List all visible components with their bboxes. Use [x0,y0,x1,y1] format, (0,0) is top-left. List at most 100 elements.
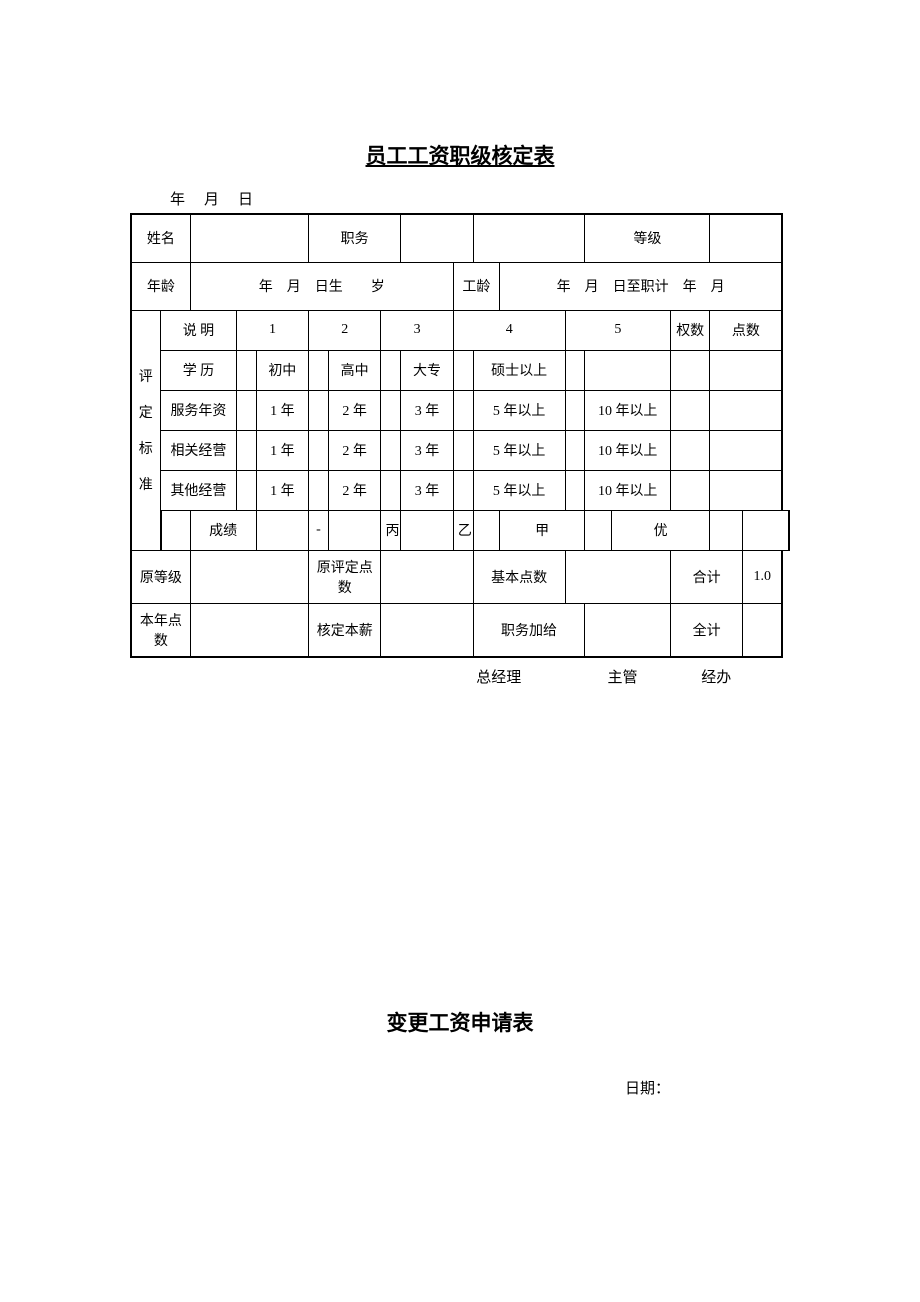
scr-v3: 乙 [453,510,473,550]
rel-v5: 10 年以上 [585,430,671,470]
edu-chk2 [309,350,329,390]
edu-v4: 硕士以上 [473,350,565,390]
oth-v4: 5 年以上 [473,470,565,510]
oth-chk5 [565,470,585,510]
scr-chk2 [328,510,381,550]
label-orig-grade: 原等级 [131,550,190,603]
label-name: 姓名 [131,214,190,262]
oth-v2: 2 年 [328,470,381,510]
label-all-total: 全计 [670,603,742,657]
signature-line: 总经理 主管 经办 [130,666,790,687]
col-2: 2 [309,310,381,350]
srv-weight [670,390,709,430]
field-position [401,214,473,262]
scr-chk4 [473,510,499,550]
oth-chk3 [381,470,401,510]
row-related-label: 相关经营 [161,430,237,470]
row-service-label: 服务年资 [161,390,237,430]
scr-v5: 优 [611,510,710,550]
label-desc: 说 明 [161,310,237,350]
col-4: 4 [453,310,565,350]
rel-weight [670,430,709,470]
oth-v3: 3 年 [401,470,454,510]
label-orig-points: 原评定点数 [309,550,381,603]
sig-sup: 主管 [568,666,678,687]
date-line: 年 月 日 [170,188,790,209]
edu-chk5 [565,350,585,390]
oth-v5: 10 年以上 [585,470,671,510]
rel-chk3 [381,430,401,470]
field-year-points [190,603,308,657]
label-points: 点数 [710,310,782,350]
label-grade: 等级 [585,214,710,262]
srv-v3: 3 年 [401,390,454,430]
srv-chk1 [236,390,256,430]
field-name [190,214,308,262]
page-title-1: 员工工资职级核定表 [130,140,790,170]
oth-chk4 [453,470,473,510]
field-orig-grade [190,550,308,603]
rel-chk4 [453,430,473,470]
label-base-salary: 核定本薪 [309,603,381,657]
col-5: 5 [565,310,670,350]
field-all-total [743,603,782,657]
label-year-points: 本年点数 [131,603,190,657]
rel-points [710,430,782,470]
label-weight: 权数 [670,310,709,350]
eval-header: 评 定 标 准 [131,310,161,550]
label-age: 年龄 [131,262,190,310]
evaluation-table: 姓名 职务 等级 年龄 年 月 日生 岁 工龄 年 月 日至职计 年 月 评 定… [130,213,790,658]
oth-v1: 1 年 [256,470,309,510]
edu-points [710,350,782,390]
field-seniority: 年 月 日至职计 年 月 [499,262,782,310]
label-position: 职务 [309,214,401,262]
label-job-add: 职务加给 [473,603,585,657]
scr-chk1 [256,510,309,550]
srv-chk4 [453,390,473,430]
scr-v1: - [309,510,329,550]
edu-weight [670,350,709,390]
edu-chk3 [381,350,401,390]
sig-op: 经办 [681,666,751,687]
row-edu-label: 学 历 [161,350,237,390]
rel-v2: 2 年 [328,430,381,470]
scr-chk5 [585,510,611,550]
score-pad [161,510,191,550]
field-orig-points [381,550,473,603]
field-job-add [585,603,671,657]
sig-gm: 总经理 [434,666,564,687]
oth-chk1 [236,470,256,510]
rel-chk5 [565,430,585,470]
scr-v4: 甲 [499,510,585,550]
edu-v5 [585,350,671,390]
rel-v3: 3 年 [401,430,454,470]
srv-v5: 10 年以上 [585,390,671,430]
label-total: 合计 [670,550,742,603]
scr-weight [710,510,743,550]
row-other-label: 其他经营 [161,470,237,510]
label-seniority: 工龄 [453,262,499,310]
date2-line: 日期： [130,1077,790,1098]
field-base-salary [381,603,473,657]
field-total: 1.0 [743,550,782,603]
page-title-2: 变更工资申请表 [130,1007,790,1037]
srv-chk2 [309,390,329,430]
edu-v2: 高中 [328,350,381,390]
edu-chk4 [453,350,473,390]
oth-points [710,470,782,510]
rel-v4: 5 年以上 [473,430,565,470]
field-base-points [565,550,670,603]
srv-points [710,390,782,430]
oth-weight [670,470,709,510]
srv-chk3 [381,390,401,430]
col-1: 1 [236,310,308,350]
col-3: 3 [381,310,453,350]
srv-chk5 [565,390,585,430]
oth-chk2 [309,470,329,510]
scr-v2: 丙 [381,510,401,550]
field-age: 年 月 日生 岁 [190,262,453,310]
rel-chk2 [309,430,329,470]
row-score-label: 成绩 [190,510,256,550]
rel-chk1 [236,430,256,470]
field-grade [710,214,782,262]
